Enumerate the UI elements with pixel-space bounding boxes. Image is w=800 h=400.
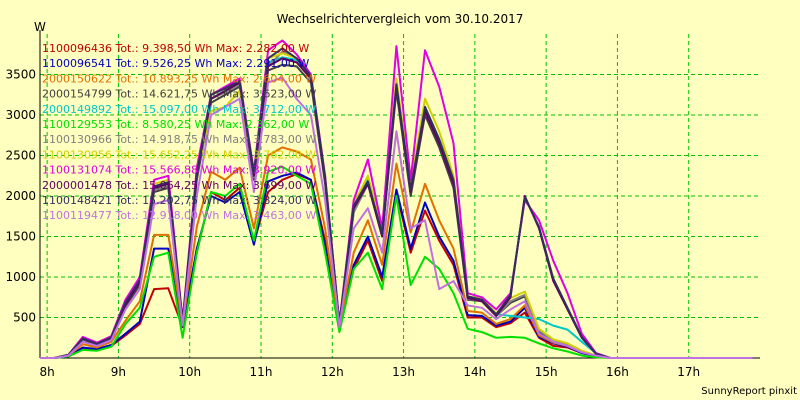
legend-entry-1100148421: 1100148421 Tot.: 15.202,75 Wh Max: 3.824…	[42, 194, 316, 207]
legend-entry-2000149892: 2000149892 Tot.: 15.097,00 Wh Max: 3.712…	[42, 103, 316, 116]
y-tick-label-1: 1000	[5, 270, 36, 284]
y-tick-label-5: 3000	[5, 108, 36, 122]
x-tick-label-3: 11h	[250, 365, 273, 379]
y-tick-label-4: 2500	[5, 149, 36, 163]
x-tick-label-6: 14h	[463, 365, 486, 379]
y-tick-label-6: 3500	[5, 68, 36, 82]
legend-entry-1100129553: 1100129553 Tot.: 8.580,25 Wh Max: 2.362,…	[42, 118, 309, 131]
y-tick-label-3: 2000	[5, 189, 36, 203]
x-tick-label-5: 13h	[392, 365, 415, 379]
legend-entry-1100119477: 1100119477 Tot.: 12.918,00 Wh Max: 3.463…	[42, 209, 316, 222]
legend-entry-2000150622: 2000150622 Tot.: 10.893,25 Wh Max: 2.604…	[42, 72, 316, 85]
x-tick-label-4: 12h	[321, 365, 344, 379]
footer-credit: SunnyReport pinxit	[701, 386, 797, 397]
legend-entry-1100130956: 1100130956 Tot.: 15.652,25 Wh Max: 3.762…	[42, 148, 316, 161]
x-tick-label-8: 16h	[606, 365, 629, 379]
x-tick-label-7: 15h	[535, 365, 558, 379]
legend-entry-2000154799: 2000154799 Tot.: 14.621,75 Wh Max: 3.623…	[42, 88, 316, 101]
y-tick-label-0: 500	[13, 311, 36, 325]
x-tick-label-1: 9h	[111, 365, 126, 379]
y-axis-label: W	[34, 20, 46, 34]
x-tick-label-0: 8h	[40, 365, 55, 379]
x-tick-labels: 8h 9h 10h 11h 12h 13h 14h 15h 16h 17h	[40, 365, 701, 379]
x-tick-label-9: 17h	[677, 365, 700, 379]
series-lines	[40, 39, 753, 359]
y-tick-label-2: 1500	[5, 230, 36, 244]
y-tick-labels: 500 1000 1500 2000 2500 3000 3500	[5, 68, 36, 325]
legend: 1100096436 Tot.: 9.398,50 Wh Max: 2.282,…	[42, 42, 316, 222]
legend-entry-1100130966: 1100130966 Tot.: 14.918,75 Wh Max: 3.783…	[42, 133, 316, 146]
legend-entry-1100096541: 1100096541 Tot.: 9.526,25 Wh Max: 2.291,…	[42, 57, 309, 70]
legend-entry-2000001478: 2000001478 Tot.: 15.064,25 Wh Max: 3.699…	[42, 179, 316, 192]
x-tick-label-2: 10h	[178, 365, 201, 379]
legend-entry-1100131074: 1100131074 Tot.: 15.566,88 Wh Max: 3.920…	[42, 164, 316, 177]
legend-entry-1100096436: 1100096436 Tot.: 9.398,50 Wh Max: 2.282,…	[42, 42, 309, 55]
chart-title: Wechselrichtervergleich vom 30.10.2017	[277, 12, 524, 26]
series-line-1100119477	[40, 76, 753, 359]
